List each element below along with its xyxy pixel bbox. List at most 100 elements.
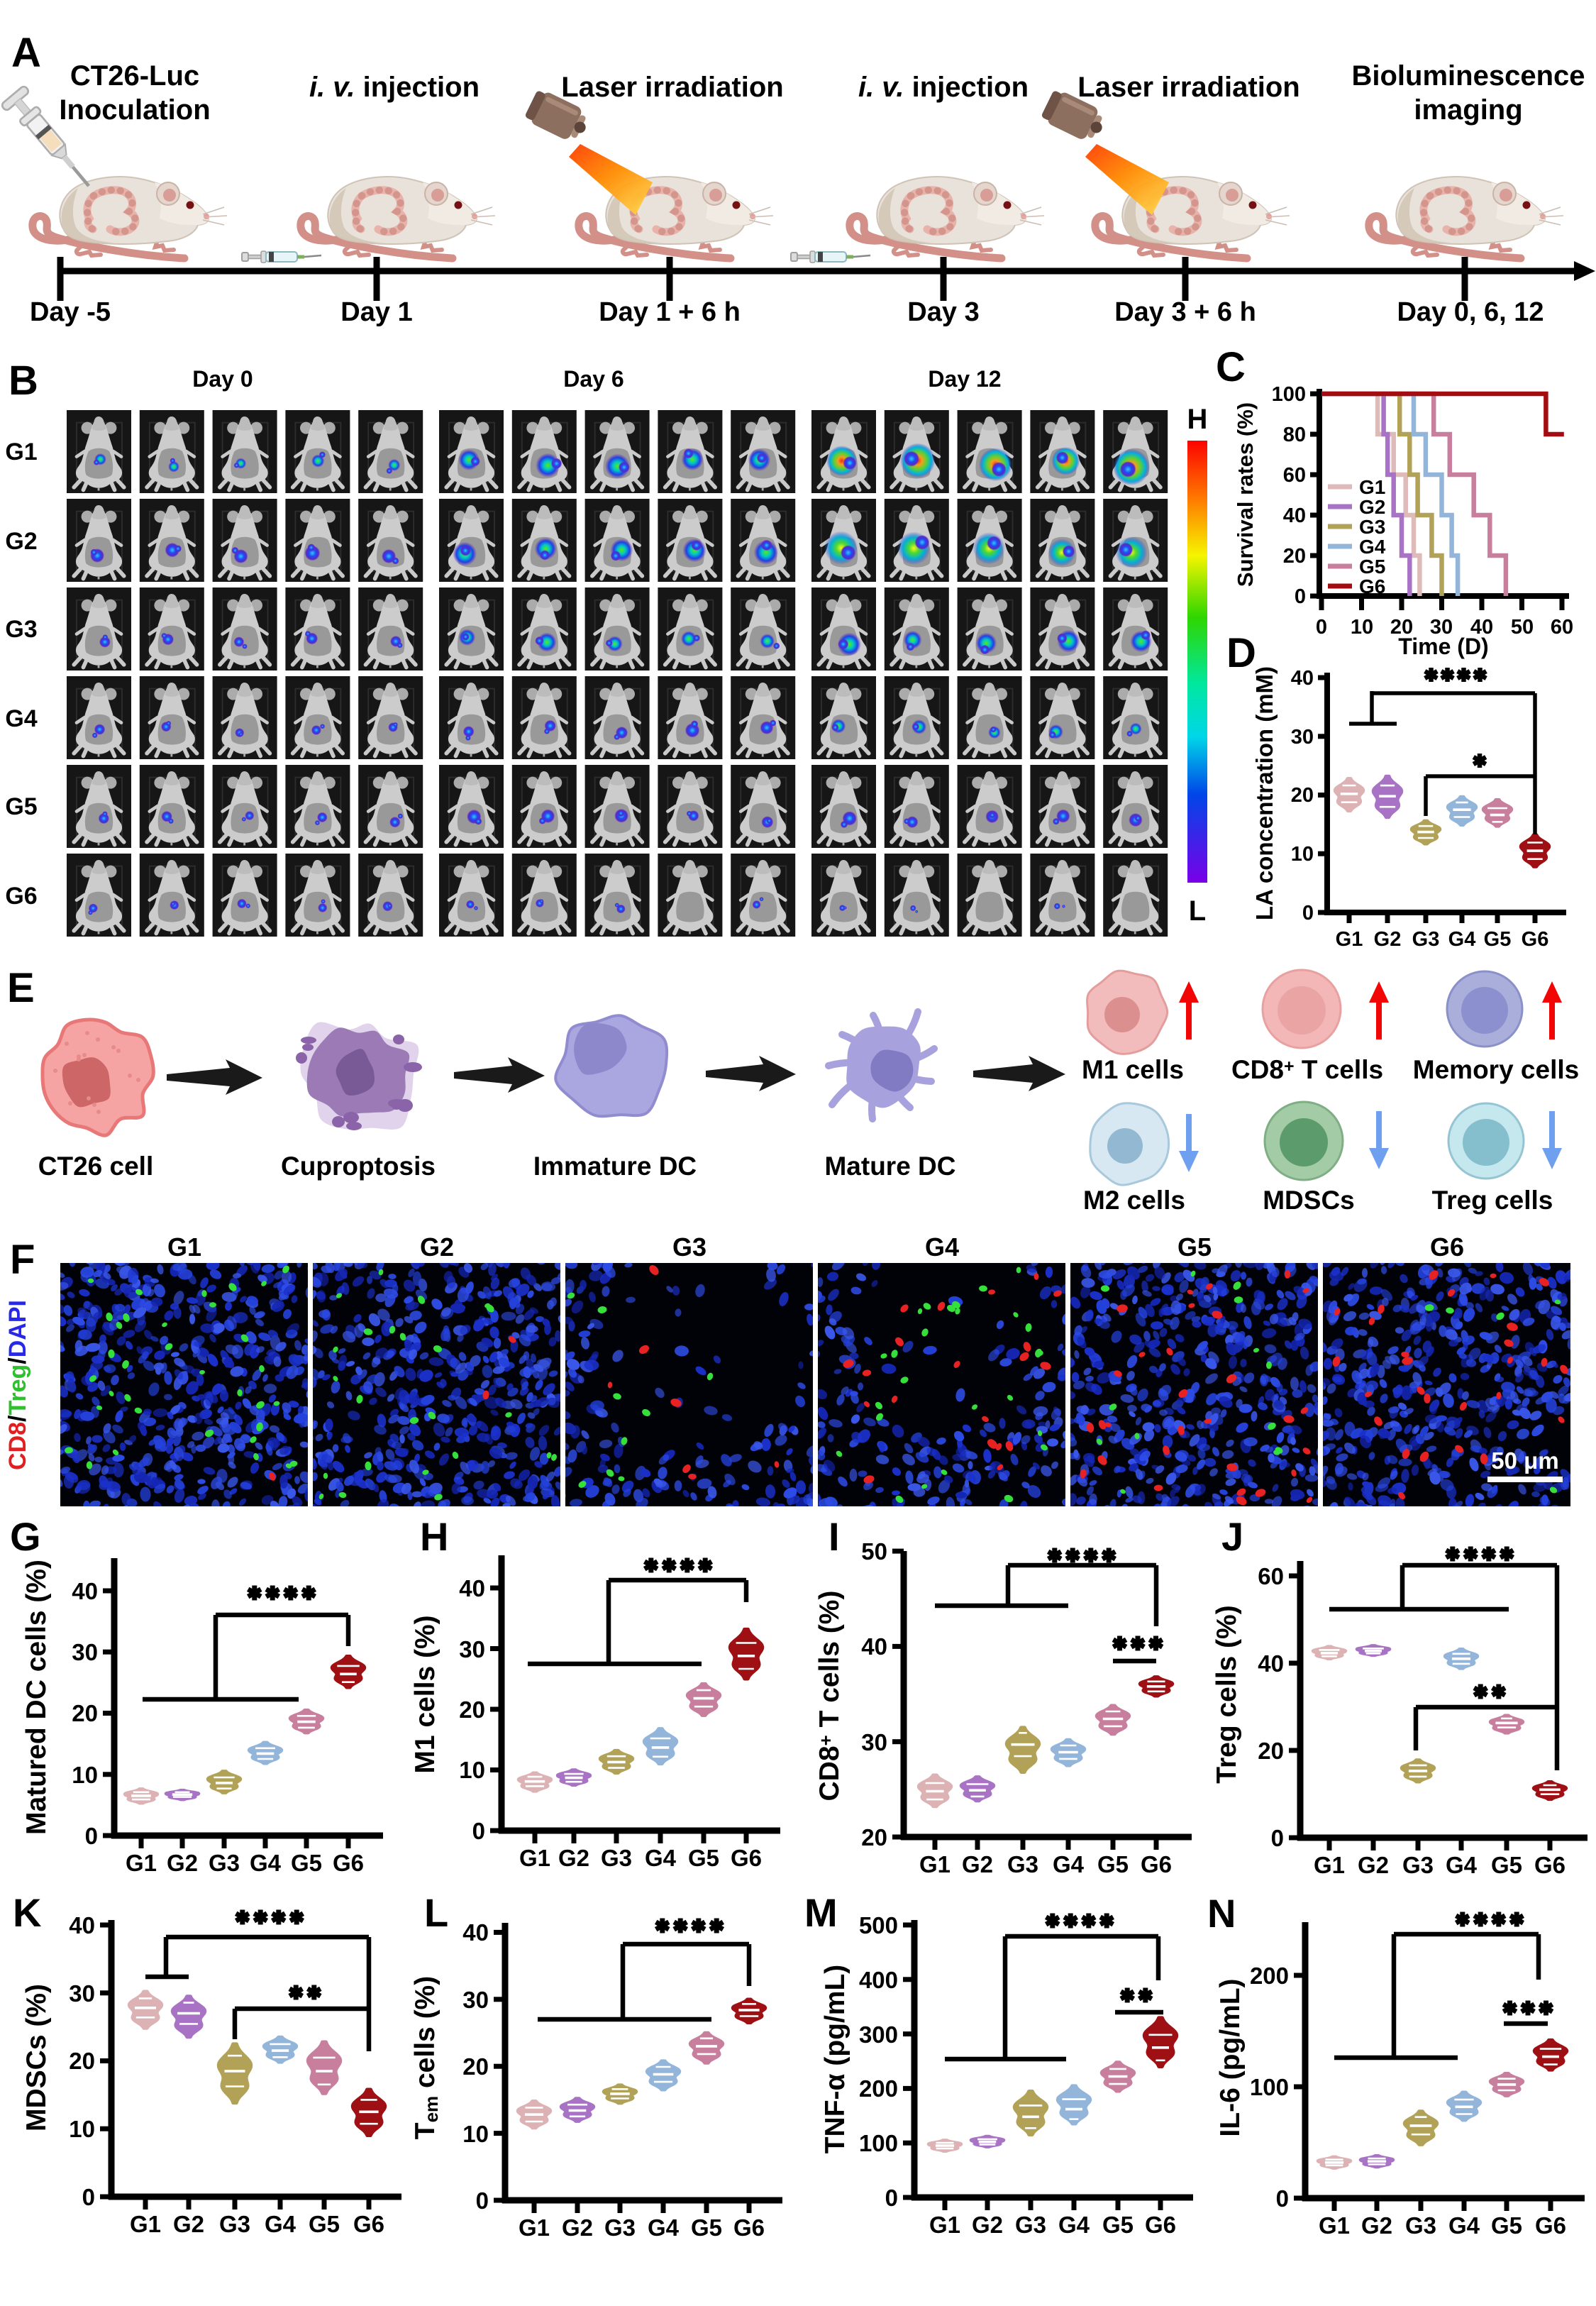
svg-text:20: 20 — [462, 2053, 489, 2080]
svg-text:G6: G6 — [1430, 1232, 1464, 1262]
svg-text:Matured DC cells (%): Matured DC cells (%) — [21, 1560, 52, 1835]
svg-text:MDSCs (%): MDSCs (%) — [21, 1984, 52, 2131]
svg-text:G4: G4 — [1053, 1851, 1085, 1877]
svg-text:20: 20 — [1258, 1738, 1284, 1764]
svg-text:E: E — [7, 965, 35, 1011]
svg-text:30: 30 — [459, 1636, 485, 1662]
svg-text:G4: G4 — [645, 1845, 677, 1871]
svg-text:G4: G4 — [265, 2211, 297, 2237]
svg-text:G4: G4 — [250, 1850, 282, 1876]
svg-text:i. v. injection: i. v. injection — [858, 72, 1029, 103]
svg-text:40: 40 — [462, 1919, 489, 1946]
svg-text:CD8/Treg/DAPI: CD8/Treg/DAPI — [4, 1300, 31, 1470]
svg-text:G4: G4 — [648, 2214, 680, 2241]
svg-text:Treg cells (%): Treg cells (%) — [1212, 1605, 1242, 1783]
svg-text:50: 50 — [861, 1538, 887, 1565]
svg-text:CD8+ T cells (%): CD8+ T cells (%) — [814, 1591, 845, 1802]
svg-text:M1 cells (%): M1 cells (%) — [410, 1615, 440, 1773]
svg-text:H: H — [420, 1514, 448, 1559]
svg-text:G3: G3 — [219, 2211, 250, 2237]
svg-text:400: 400 — [859, 1967, 898, 1993]
svg-text:K: K — [13, 1890, 41, 1935]
svg-text:10: 10 — [1351, 616, 1373, 639]
svg-text:M2 cells: M2 cells — [1083, 1186, 1185, 1215]
svg-text:LA concentration (mM): LA concentration (mM) — [1251, 666, 1278, 920]
svg-text:G1: G1 — [1336, 928, 1363, 951]
svg-text:G4: G4 — [1448, 2212, 1480, 2239]
svg-text:G5: G5 — [1177, 1232, 1212, 1262]
svg-text:300: 300 — [859, 2021, 898, 2048]
svg-text:G3: G3 — [1007, 1851, 1038, 1877]
svg-text:G3: G3 — [672, 1232, 706, 1262]
svg-text:20: 20 — [1283, 545, 1306, 568]
svg-text:Day 3: Day 3 — [907, 297, 979, 327]
svg-text:G2: G2 — [167, 1850, 198, 1876]
svg-text:G6: G6 — [353, 2211, 384, 2237]
svg-text:200: 200 — [1250, 1963, 1289, 1989]
svg-text:M1 cells: M1 cells — [1082, 1055, 1184, 1084]
svg-text:10: 10 — [72, 1762, 98, 1788]
svg-text:10: 10 — [1291, 843, 1314, 866]
svg-text:G3: G3 — [1412, 928, 1440, 951]
svg-text:G1: G1 — [167, 1232, 201, 1262]
svg-text:30: 30 — [72, 1639, 98, 1665]
svg-text:G4: G4 — [1359, 536, 1386, 558]
svg-text:CD8+ T cells: CD8+ T cells — [1231, 1055, 1383, 1084]
svg-text:G3: G3 — [1359, 516, 1385, 538]
svg-text:0: 0 — [472, 1818, 485, 1844]
svg-text:H: H — [1187, 404, 1208, 435]
svg-text:G4: G4 — [1058, 2212, 1090, 2238]
svg-text:20: 20 — [72, 1700, 98, 1726]
svg-text:G6: G6 — [731, 1845, 762, 1871]
svg-text:G5: G5 — [291, 1850, 322, 1876]
svg-text:G2: G2 — [962, 1851, 993, 1877]
svg-text:G5: G5 — [5, 793, 37, 820]
svg-text:G4: G4 — [925, 1232, 959, 1262]
svg-text:40: 40 — [861, 1633, 887, 1660]
svg-text:20: 20 — [1291, 784, 1314, 807]
svg-text:G3: G3 — [209, 1850, 240, 1876]
svg-text:G6: G6 — [1534, 1852, 1565, 1878]
svg-text:40: 40 — [1470, 616, 1493, 639]
svg-text:G2: G2 — [1359, 496, 1385, 518]
svg-text:MDSCs: MDSCs — [1263, 1186, 1355, 1215]
svg-text:10: 10 — [69, 2116, 95, 2142]
svg-text:Survival rates (%): Survival rates (%) — [1233, 402, 1258, 587]
svg-text:G6: G6 — [1535, 2212, 1566, 2239]
svg-text:40: 40 — [1291, 667, 1314, 690]
svg-text:G2: G2 — [420, 1232, 454, 1262]
svg-text:Day -5: Day -5 — [30, 297, 111, 327]
svg-text:C: C — [1216, 344, 1246, 390]
svg-text:30: 30 — [1430, 616, 1453, 639]
svg-text:G4: G4 — [1448, 928, 1476, 951]
svg-text:Laser irradiation: Laser irradiation — [1077, 72, 1299, 103]
svg-text:Day 0: Day 0 — [192, 366, 253, 392]
svg-text:30: 30 — [861, 1729, 887, 1755]
svg-text:50 μm: 50 μm — [1491, 1447, 1558, 1474]
svg-text:0: 0 — [1302, 902, 1314, 925]
svg-text:G3: G3 — [1015, 2212, 1046, 2238]
svg-text:Bioluminescence: Bioluminescence — [1351, 60, 1585, 92]
svg-text:G1: G1 — [1314, 1852, 1345, 1878]
svg-text:Day 0, 6, 12: Day 0, 6, 12 — [1397, 297, 1544, 327]
svg-text:Day 1 + 6 h: Day 1 + 6 h — [599, 297, 741, 327]
svg-text:J: J — [1221, 1514, 1243, 1559]
svg-text:G5: G5 — [688, 1845, 719, 1871]
svg-text:100: 100 — [1272, 383, 1306, 406]
svg-text:0: 0 — [1276, 2185, 1289, 2212]
svg-text:I: I — [829, 1514, 840, 1559]
svg-text:0: 0 — [885, 2185, 898, 2211]
svg-text:F: F — [10, 1237, 35, 1283]
svg-text:0: 0 — [85, 1823, 98, 1849]
svg-text:G5: G5 — [309, 2211, 340, 2237]
svg-text:10: 10 — [459, 1757, 485, 1783]
svg-text:L: L — [1189, 895, 1206, 927]
svg-text:20: 20 — [69, 2048, 95, 2074]
svg-text:80: 80 — [1283, 424, 1306, 446]
svg-text:G2: G2 — [5, 528, 37, 555]
svg-text:Inoculation: Inoculation — [59, 94, 210, 126]
svg-text:G6: G6 — [1359, 575, 1385, 597]
svg-text:Laser irradiation: Laser irradiation — [561, 72, 783, 103]
svg-text:0: 0 — [1316, 616, 1327, 639]
svg-text:G2: G2 — [972, 2212, 1003, 2238]
